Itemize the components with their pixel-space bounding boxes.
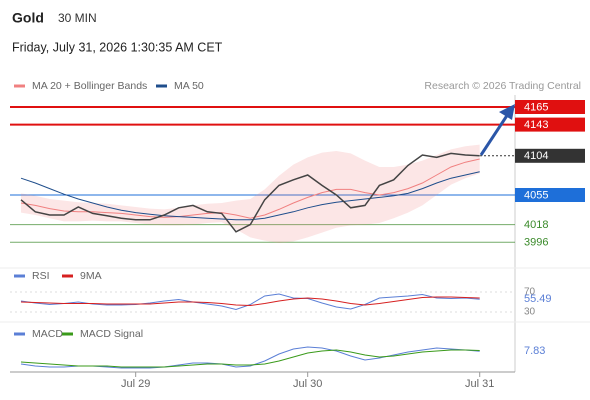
bollinger-band (21, 144, 480, 243)
price-line (20, 152, 480, 233)
level-box (515, 148, 585, 163)
y-tick-label: 30 (524, 307, 536, 318)
source: Research © 2026 Trading Central (424, 80, 581, 92)
legend-label: MA 20 + Bollinger Bands (32, 80, 147, 92)
level-box (515, 117, 585, 132)
series-line (20, 171, 480, 221)
last-value-label: 7.83 (524, 345, 545, 357)
interval: 30 MIN (58, 11, 97, 25)
legend-label: MACD (32, 328, 63, 340)
series-line (20, 158, 480, 219)
level-label: 4165 (524, 101, 548, 113)
arrow (479, 113, 510, 156)
series-line (20, 349, 480, 368)
series-line (20, 293, 480, 311)
level-label: 4104 (524, 150, 548, 162)
series-line (20, 296, 480, 307)
level-label: 3996 (524, 237, 548, 249)
legend-label: RSI (32, 270, 50, 282)
level-box (515, 188, 585, 202)
level-label: 4055 (524, 189, 548, 201)
legend-label: 9MA (80, 270, 102, 282)
y-tick-label: 70 (524, 287, 536, 298)
legend-label: MA 50 (174, 80, 204, 92)
level-box (515, 100, 585, 114)
timestamp: Friday, July 31, 2026 1:30:35 AM CET (12, 40, 223, 54)
level-label: 4018 (524, 219, 548, 231)
arrow-head (499, 104, 515, 120)
legend-label: MACD Signal (80, 328, 143, 340)
title: Gold (12, 10, 44, 26)
x-tick-label: Jul 31 (465, 378, 494, 390)
x-tick-label: Jul 30 (293, 378, 322, 390)
last-value-label: 55.49 (524, 293, 552, 305)
level-label: 4143 (524, 119, 548, 131)
x-tick-label: Jul 29 (121, 378, 150, 390)
